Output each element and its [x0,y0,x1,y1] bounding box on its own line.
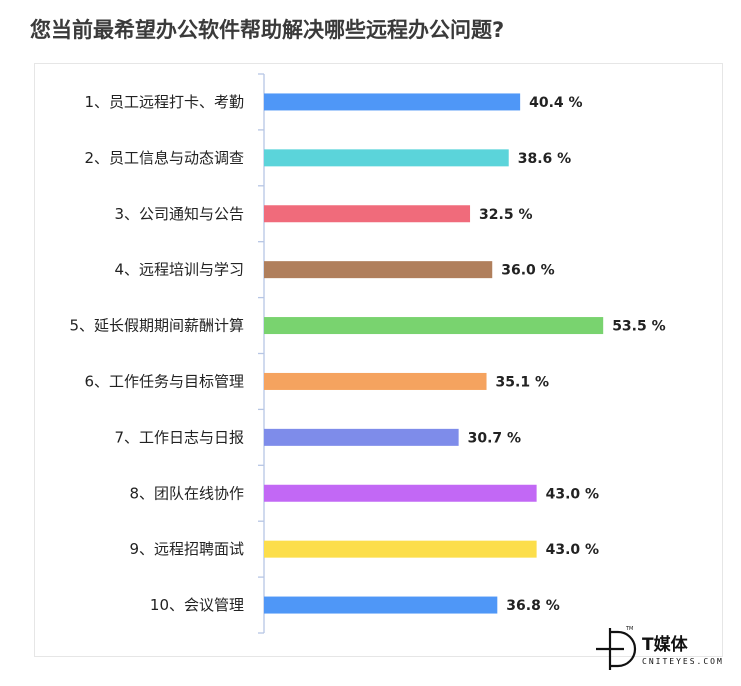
category-label: 2、员工信息与动态调查 [84,149,244,167]
category-label: 7、工作日志与日报 [114,428,244,446]
logo-subtitle: CNITEYES.COM [642,657,724,666]
chart-panel: 1、员工远程打卡、考勤 40.4 % 2、员工信息与动态调查 38.6 % 3、公司通知… [34,63,723,657]
data-label: 32.5 % [479,207,532,223]
data-label: 40.4 % [529,95,582,111]
category-label: 5、延长假期期间薪酬计算 [69,317,244,335]
category-label: 1、员工远程打卡、考勤 [84,93,244,111]
logo-mark-icon: TM [596,626,637,670]
category-label: 10、会议管理 [150,596,244,614]
trademark-mark: TM [625,626,633,632]
category-label: 6、工作任务与目标管理 [84,372,244,390]
chart-title: 您当前最希望办公软件帮助解决哪些远程办公问题? [30,18,505,42]
data-label: 35.1 % [496,374,549,390]
category-label: 9、远程招聘面试 [129,540,244,558]
data-label: 30.7 % [468,430,521,446]
bar [264,149,509,167]
bar [264,317,604,335]
data-label: 36.8 % [506,598,559,614]
bar-chart: 1、员工远程打卡、考勤 40.4 % 2、员工信息与动态调查 38.6 % 3、公司通知… [69,73,666,634]
bar [264,372,487,390]
data-label: 43.0 % [546,542,599,558]
data-label: 43.0 % [546,486,599,502]
bar [264,93,521,111]
brand-logo: TM T媒体 CNITEYES.COM [596,624,736,674]
bar [264,540,537,558]
logo-name: T媒体 [642,635,688,655]
bar [264,205,471,223]
category-label: 4、远程培训与学习 [114,261,244,279]
data-label: 38.6 % [518,151,571,167]
category-label: 3、公司通知与公告 [114,205,244,223]
bar [264,261,493,279]
data-label: 36.0 % [501,263,554,279]
bar [264,596,498,614]
bar [264,428,459,446]
bar [264,484,537,502]
category-label: 8、团队在线协作 [129,484,244,502]
data-label: 53.5 % [612,319,665,335]
